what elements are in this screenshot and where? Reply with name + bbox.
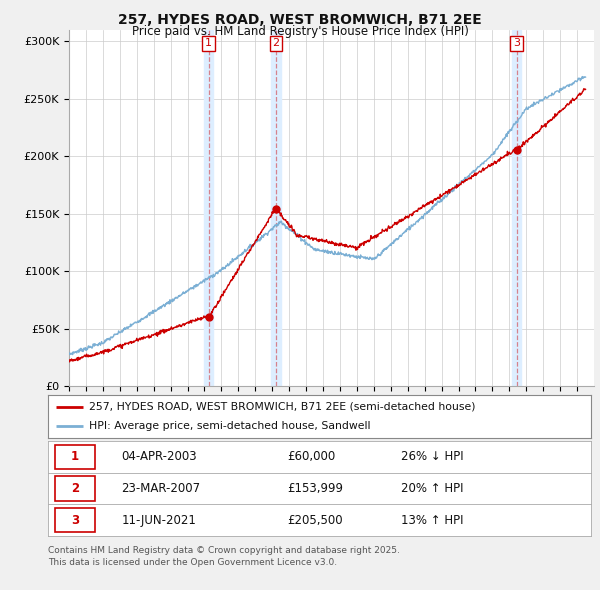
Bar: [512, 30, 521, 386]
Text: 1: 1: [71, 450, 79, 463]
Text: 20% ↑ HPI: 20% ↑ HPI: [401, 482, 463, 495]
Text: £60,000: £60,000: [287, 450, 335, 463]
Text: Contains HM Land Registry data © Crown copyright and database right 2025.
This d: Contains HM Land Registry data © Crown c…: [48, 546, 400, 566]
Text: 2: 2: [71, 482, 79, 495]
Text: 13% ↑ HPI: 13% ↑ HPI: [401, 514, 463, 527]
Text: 04-APR-2003: 04-APR-2003: [121, 450, 197, 463]
Bar: [271, 30, 281, 386]
Bar: [204, 30, 214, 386]
FancyBboxPatch shape: [55, 476, 95, 501]
FancyBboxPatch shape: [55, 508, 95, 533]
Text: 11-JUN-2021: 11-JUN-2021: [121, 514, 196, 527]
Text: 3: 3: [71, 514, 79, 527]
Text: 1: 1: [205, 38, 212, 48]
Text: £153,999: £153,999: [287, 482, 343, 495]
Text: Price paid vs. HM Land Registry's House Price Index (HPI): Price paid vs. HM Land Registry's House …: [131, 25, 469, 38]
Text: 3: 3: [513, 38, 520, 48]
Text: HPI: Average price, semi-detached house, Sandwell: HPI: Average price, semi-detached house,…: [89, 421, 370, 431]
Text: 257, HYDES ROAD, WEST BROMWICH, B71 2EE: 257, HYDES ROAD, WEST BROMWICH, B71 2EE: [118, 13, 482, 27]
Text: 23-MAR-2007: 23-MAR-2007: [121, 482, 200, 495]
FancyBboxPatch shape: [55, 444, 95, 469]
Text: 257, HYDES ROAD, WEST BROMWICH, B71 2EE (semi-detached house): 257, HYDES ROAD, WEST BROMWICH, B71 2EE …: [89, 402, 475, 412]
Text: £205,500: £205,500: [287, 514, 343, 527]
Text: 2: 2: [272, 38, 280, 48]
Text: 26% ↓ HPI: 26% ↓ HPI: [401, 450, 464, 463]
